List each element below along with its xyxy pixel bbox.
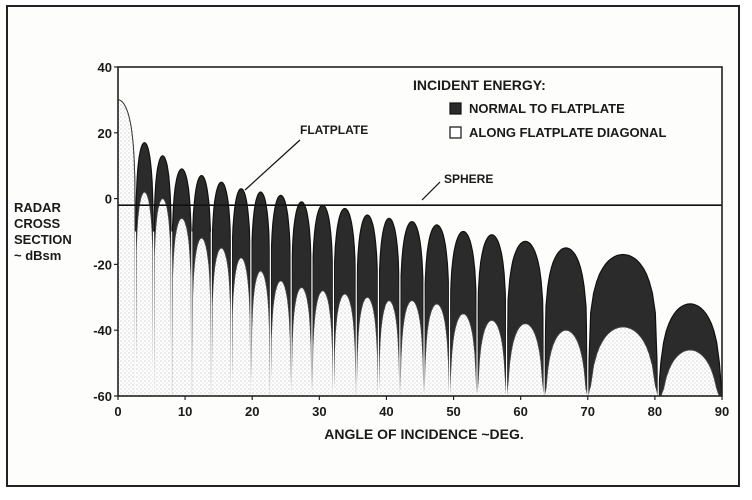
- x-tick-label: 30: [312, 404, 326, 419]
- x-axis-label: ANGLE OF INCIDENCE ~DEG.: [324, 426, 524, 442]
- y-axis-label-line: RADAR: [14, 200, 61, 215]
- y-tick-label: -60: [93, 389, 112, 404]
- y-axis-label-line: SECTION: [14, 232, 72, 247]
- legend-swatch: [449, 102, 462, 115]
- legend-title: INCIDENT ENERGY:: [413, 77, 546, 93]
- y-axis-label: RADAR CROSS SECTION ~ dBsm: [14, 200, 84, 264]
- x-tick-label: 70: [581, 404, 595, 419]
- x-tick-label: 50: [446, 404, 460, 419]
- y-axis-label-line: CROSS: [14, 216, 61, 231]
- legend-entry-label: NORMAL TO FLATPLATE: [469, 101, 625, 116]
- x-tick-label: 80: [648, 404, 662, 419]
- plot-area: [117, 66, 723, 397]
- x-tick-label: 10: [178, 404, 192, 419]
- x-tick-label: 90: [715, 404, 729, 419]
- y-tick-label: 20: [98, 126, 112, 141]
- y-axis-label-line: ~ dBsm: [14, 248, 62, 263]
- x-tick-label: 0: [114, 404, 121, 419]
- x-tick-label: 20: [245, 404, 259, 419]
- y-tick-label: 40: [98, 60, 112, 75]
- y-tick-label: -20: [93, 257, 112, 272]
- flatplate-annotation: FLATPLATE: [300, 123, 368, 137]
- sphere-leader-line: [421, 181, 441, 201]
- y-tick-label: 0: [105, 192, 112, 207]
- y-tick-label: -40: [93, 323, 112, 338]
- x-tick-label: 40: [379, 404, 393, 419]
- legend-swatch: [449, 126, 462, 139]
- flatplate-leader-line: [244, 139, 301, 191]
- legend-entry-label: ALONG FLATPLATE DIAGONAL: [469, 125, 666, 140]
- sphere-annotation: SPHERE: [444, 172, 493, 186]
- x-tick-label: 60: [513, 404, 527, 419]
